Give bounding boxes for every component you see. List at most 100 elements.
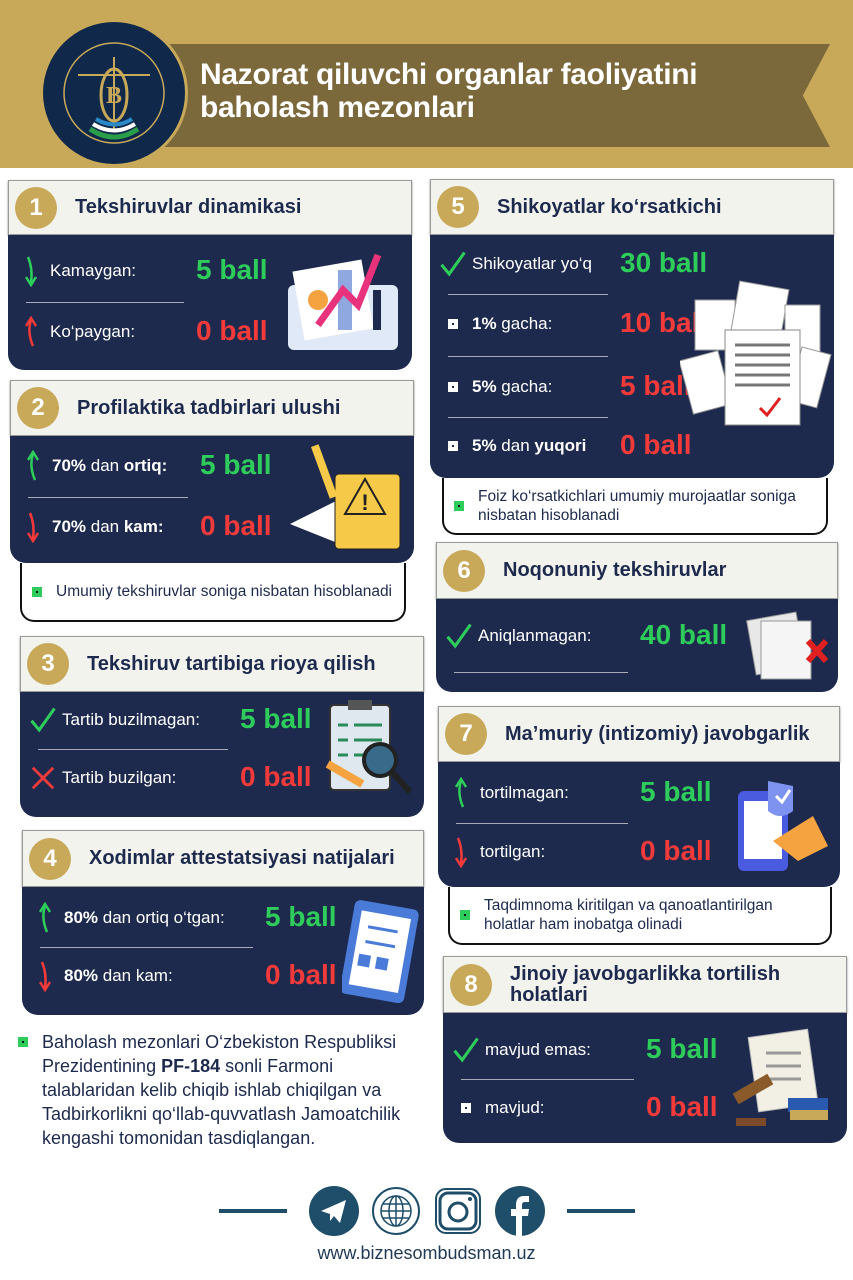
card-title: Tekshiruv tartibiga rioya qilish [87,652,376,675]
label-segment: tortilgan: [480,842,546,861]
label-segment: 5% [472,377,497,396]
score-row: tortilgan: 0 ball [448,832,760,872]
score-value: 40 ball [640,619,728,650]
card-title: Shikoyatlar ko‘rsatkichi [497,195,722,218]
card-number: 2 [17,387,59,429]
score-value: 5 ball [640,776,712,807]
label-segment: kam: [123,517,164,536]
score-row: Tartib buzilmagan: 5 ball [30,700,360,740]
check-green-icon [453,1033,479,1067]
card-number: 4 [29,837,71,880]
arrow-down-red-icon [448,836,474,868]
label-segment: 80% [64,908,99,927]
checklist-magnifier-illustration [325,700,413,795]
note-text: Baholash mezonlari O‘zbekiston Respublik… [42,1032,397,1076]
gavel-scroll-illustration [732,1028,828,1126]
label-segment: ortiq: [123,456,168,475]
criterion-card-7: 7 Ma’muriy (intizomiy) javobgarlik torti… [438,706,840,945]
label-segment: dan kam: [98,966,173,985]
instagram-icon[interactable] [433,1186,483,1236]
telegram-icon[interactable] [308,1186,359,1236]
label-segment: 70% [52,517,87,536]
score-value: 0 ball [196,315,268,346]
row-label: Tartib buzilgan: [62,768,176,788]
note-text: Umumiy tekshiruvlar soniga nisbatan hiso… [56,583,393,600]
score-row: Ko‘paygan: 0 ball [18,312,316,352]
row-label: 5% gacha: [472,377,552,397]
row-label: 70% dan ortiq: [52,456,167,476]
label-segment: mavjud: [485,1098,545,1117]
score-value: 5 ball [620,370,692,401]
card-header: 1 Tekshiruvlar dinamikasi [8,180,412,235]
score-value: 5 ball [265,901,337,932]
website-link[interactable]: www.biznesombudsman.uz [317,1243,536,1263]
card-title: Noqonuniy tekshiruvlar [503,559,727,581]
card-number: 8 [450,963,492,1006]
row-label: 80% dan kam: [64,966,173,986]
arrow-up-green-icon [32,902,58,934]
row-label: Shikoyatlar yo‘q [472,254,592,274]
card-header: 7 Ma’muriy (intizomiy) javobgarlik [438,706,840,762]
score-value: 0 ball [240,761,312,792]
card-header: 6 Noqonuniy tekshiruvlar [436,542,838,599]
label-segment: dan [496,436,535,455]
decree-number: PF-184 [161,1056,221,1076]
card-note: Foiz ko‘rsatkichlari umumiy murojaatlar … [442,478,828,535]
criterion-card-6: 6 Noqonuniy tekshiruvlar Aniqlanmagan: 4… [436,542,838,692]
label-segment: dan [86,517,124,536]
bullet-icon [440,319,466,329]
phone-signature-illustration [738,781,828,871]
score-row: 80% dan kam: 0 ball [32,956,385,996]
divider [38,749,228,750]
card-number: 7 [445,713,487,755]
label-segment: dan [86,456,124,475]
card-title: Ma’muriy (intizomiy) javobgarlik [505,722,810,745]
title-line-1: Nazorat qiluvchi organlar faoliyatini [200,58,698,91]
row-label: Kamaygan: [50,261,136,281]
divider [218,1209,287,1213]
row-label: 1% gacha: [472,314,552,334]
criterion-card-2: 2 Profilaktika tadbirlari ulushi 70% dan… [10,380,414,622]
card-header: 3 Tekshiruv tartibiga rioya qilish [20,636,424,692]
label-segment: 80% [64,966,99,985]
row-label: Aniqlanmagan: [478,626,591,646]
card-body: Aniqlanmagan: 40 ball [436,599,838,692]
globe-icon[interactable] [371,1186,421,1236]
arrow-down-red-icon [32,960,58,992]
criterion-card-8: 8 Jinoiy javobgarlikka tortilish holatla… [443,956,847,1143]
score-value: 5 ball [646,1033,718,1064]
bullet-icon [440,382,466,392]
label-segment: 70% [52,456,87,475]
card-number: 1 [15,186,57,229]
documents-illustration [680,280,832,426]
label-segment: 1% [472,314,497,333]
svg-text:!: ! [361,490,368,515]
page-title: Nazorat qiluvchi organlar faoliyatini ba… [200,58,698,124]
social-links [0,1186,853,1236]
score-row: 70% dan ortiq: 5 ball [20,446,320,486]
card-body: 70% dan ortiq: 5 ball 70% dan kam: 0 bal… [10,436,414,563]
analytics-laptop-illustration [288,253,398,350]
label-segment: Ko‘paygan: [50,322,136,341]
label-segment: Shikoyatlar yo‘q [472,254,593,273]
card-title: Xodimlar attestatsiyasi natijalari [89,847,395,869]
divider [461,1079,634,1080]
divider [566,1209,635,1213]
label-segment: Aniqlanmagan: [478,626,592,645]
check-green-icon [440,247,466,281]
row-label: 70% dan kam: [52,517,164,537]
score-row: mavjud: 0 ball [453,1088,766,1128]
note-text: Taqdimnoma kiritilgan va qanoatlantirilg… [484,897,773,933]
divider [448,355,608,357]
card-note: Umumiy tekshiruvlar soniga nisbatan hiso… [20,563,406,622]
card-header: 8 Jinoiy javobgarlikka tortilish holatla… [443,956,847,1013]
score-row: 5% dan yuqori 0 ball [440,426,740,466]
card-body: tortilmagan: 5 ball tortilgan: 0 ball [438,762,840,887]
label-segment: gacha: [496,314,553,333]
facebook-icon[interactable] [494,1186,545,1236]
row-label: tortilmagan: [480,783,569,803]
score-row: 1% gacha: 10 ball [440,304,740,344]
arrow-up-red-icon [18,316,44,348]
row-label: tortilgan: [480,842,545,862]
arrow-down-red-icon [20,511,46,543]
